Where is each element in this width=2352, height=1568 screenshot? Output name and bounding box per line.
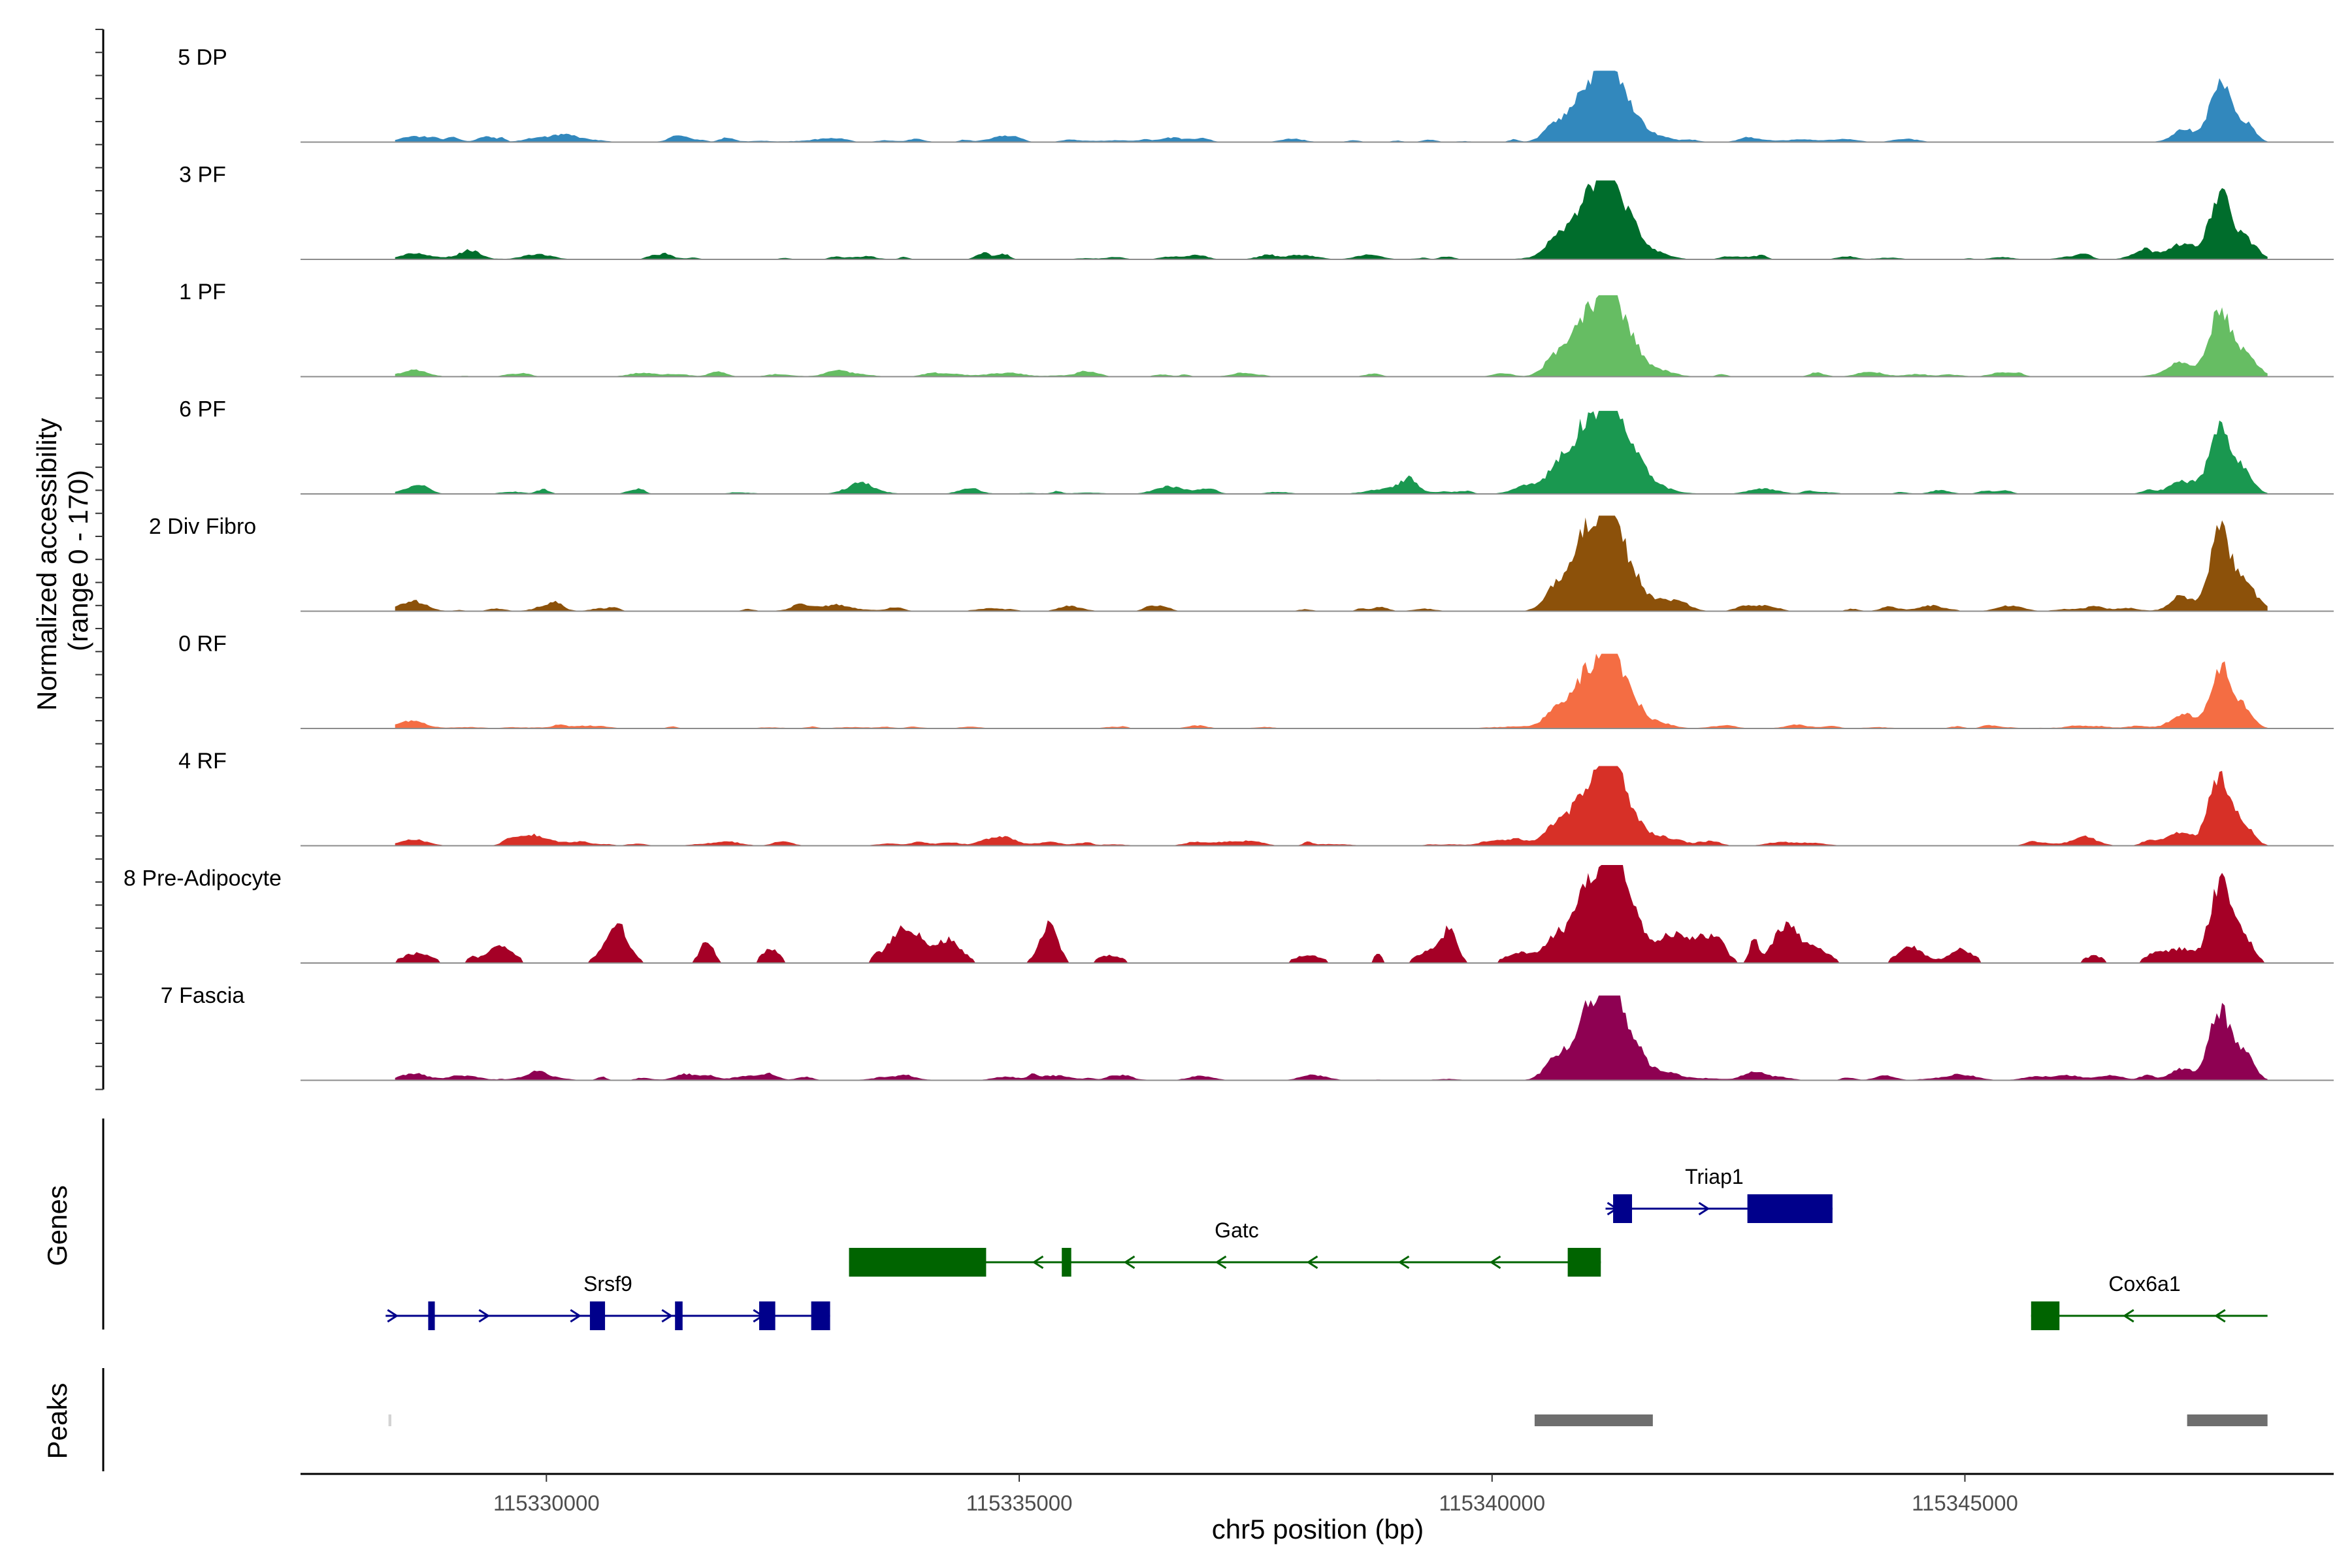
coverage-y-axis — [95, 29, 105, 1090]
track-7-fascia: 7 Fascia — [161, 983, 2334, 1081]
gene-strand-arrow — [1698, 1201, 1710, 1216]
gene-strand-arrow — [570, 1309, 582, 1323]
gene-strand-arrow — [387, 1309, 399, 1323]
genes-panel-title: Genes — [42, 1185, 73, 1266]
track-1-pf: 1 PF — [179, 280, 2334, 378]
track-6-pf: 6 PF — [179, 397, 2334, 495]
gene-strand-arrow — [1397, 1255, 1410, 1269]
track-label: 4 RF — [178, 749, 227, 774]
gene-exon — [759, 1301, 776, 1330]
gene-exon — [1747, 1194, 1833, 1223]
coverage-area — [395, 515, 2268, 612]
peak-region — [2187, 1414, 2268, 1426]
track-label: 1 PF — [179, 280, 226, 304]
gene-exon — [1062, 1248, 1071, 1277]
x-axis-title: chr5 position (bp) — [1212, 1514, 1424, 1544]
track-label: 5 DP — [178, 45, 227, 70]
gene-strand-arrow — [2123, 1309, 2134, 1323]
gene-exon — [1567, 1248, 1601, 1277]
y-axis-title-line-2: (range 0 - 170) — [63, 470, 93, 651]
track-2-div-fibro: 2 Div Fibro — [149, 514, 2334, 612]
coverage-area — [395, 180, 2268, 259]
gene-strand-arrow — [478, 1309, 491, 1323]
coverage-area — [395, 71, 2268, 142]
gene-triap1: Triap1 — [1605, 1165, 1833, 1223]
x-axis-tick-label: 115335000 — [966, 1491, 1073, 1515]
y-axis-title-line-1: Normalized accessibility — [31, 418, 62, 711]
gene-exon — [675, 1301, 683, 1330]
x-axis-tick-label: 115345000 — [1912, 1491, 2018, 1515]
gene-strand-arrow — [1306, 1255, 1318, 1269]
coverage-area — [395, 995, 2268, 1081]
gene-name-label: Triap1 — [1685, 1165, 1744, 1188]
gene-strand-arrow — [661, 1309, 674, 1323]
gene-exon — [2031, 1301, 2060, 1330]
gene-name-label: Srsf9 — [583, 1272, 632, 1296]
track-0-rf: 0 RF — [178, 632, 2334, 729]
coverage-y-axis-title: Normalized accessibility (range 0 - 170) — [31, 410, 93, 711]
coverage-area — [395, 295, 2268, 377]
gene-exon — [849, 1248, 987, 1277]
track-5-dp: 5 DP — [178, 45, 2334, 143]
coverage-area — [395, 410, 2268, 494]
gene-strand-arrow — [1032, 1255, 1044, 1269]
gene-exon — [589, 1301, 606, 1330]
gene-exon — [428, 1301, 435, 1330]
gene-strand-arrow — [2214, 1309, 2226, 1323]
track-label: 0 RF — [178, 632, 227, 657]
coverage-tracks: 5 DP 3 PF 1 PF 6 PF 2 Div Fibro 0 RF 4 RF 8 Pre… — [123, 45, 2334, 1081]
track-3-pf: 3 PF — [179, 163, 2334, 260]
gene-cox6a1: Cox6a1 — [2031, 1272, 2268, 1330]
gene-exon — [1613, 1194, 1632, 1223]
track-4-rf: 4 RF — [178, 749, 2334, 847]
peak-region — [1534, 1414, 1653, 1426]
gene-name-label: Gatc — [1215, 1218, 1259, 1242]
gene-name-label: Cox6a1 — [2108, 1272, 2180, 1296]
track-label: 8 Pre-Adipocyte — [123, 866, 282, 891]
peak-region — [388, 1414, 391, 1426]
gene-srsf9: Srsf9 — [385, 1272, 830, 1330]
coverage-area — [395, 653, 2268, 728]
x-axis: 115330000 115335000 115340000 115345000 — [301, 1473, 2334, 1515]
x-axis-tick-label: 115330000 — [493, 1491, 600, 1515]
coverage-area — [395, 865, 2268, 963]
gene-strand-arrow — [1489, 1255, 1501, 1269]
peaks-panel-title: Peaks — [42, 1383, 73, 1460]
track-label: 7 Fascia — [161, 983, 245, 1008]
track-label: 6 PF — [179, 397, 226, 422]
track-label: 2 Div Fibro — [149, 514, 256, 539]
gene-gatc: Gatc — [849, 1218, 1601, 1277]
track-label: 3 PF — [179, 163, 226, 188]
gene-strand-arrow — [1215, 1255, 1227, 1269]
track-8-pre-adipocyte: 8 Pre-Adipocyte — [123, 865, 2334, 964]
gene-exon — [811, 1301, 830, 1330]
x-axis-tick-label: 115340000 — [1439, 1491, 1545, 1515]
peaks-panel — [388, 1414, 2268, 1426]
coverage-area — [395, 766, 2268, 846]
gene-strand-arrow — [1123, 1255, 1135, 1269]
genes-panel: Srsf9 Gatc Triap1 Cox6a1 — [385, 1165, 2268, 1330]
